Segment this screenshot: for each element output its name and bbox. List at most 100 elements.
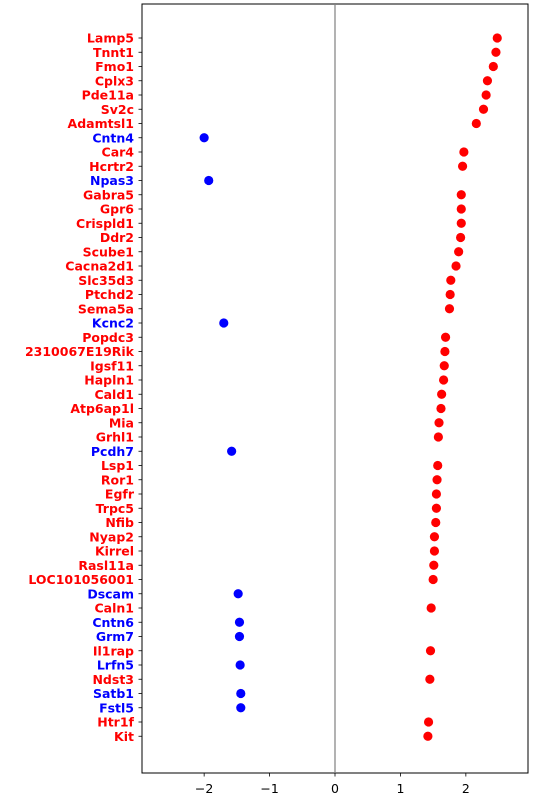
category-label-trpc5: Trpc5 xyxy=(96,501,134,516)
data-point-pcdh7 xyxy=(227,446,237,456)
data-point-crispld1 xyxy=(456,218,466,228)
data-point-car4 xyxy=(459,147,469,157)
category-label-gabra5: Gabra5 xyxy=(83,187,134,202)
data-point-hcrtr2 xyxy=(457,161,468,171)
category-label-cacna2d1: Cacna2d1 xyxy=(65,259,134,274)
category-labels: Lamp5Tnnt1Fmo1Cplx3Pde11aSv2cAdamtsl1Cnt… xyxy=(25,31,142,744)
category-label-htr1f: Htr1f xyxy=(97,715,134,730)
category-label-caln1: Caln1 xyxy=(95,601,135,616)
category-label-kit: Kit xyxy=(114,729,134,744)
data-point-nfib xyxy=(431,517,441,528)
data-point-npas3 xyxy=(204,175,214,186)
category-label-loc101056001: LOC101056001 xyxy=(28,572,134,587)
x-tick-label: −1 xyxy=(260,781,278,796)
category-label-fmo1: Fmo1 xyxy=(95,59,134,74)
data-point-htr1f xyxy=(423,717,434,727)
data-point-sema5a xyxy=(444,304,455,314)
data-point-cacna2d1 xyxy=(451,261,461,271)
category-label-nfib: Nfib xyxy=(105,515,134,530)
data-point-popdc3 xyxy=(440,332,451,342)
data-point-grm7 xyxy=(234,631,245,642)
category-label-kirrel: Kirrel xyxy=(95,544,134,559)
category-label-ror1: Ror1 xyxy=(101,472,134,487)
category-label-hapln1: Hapln1 xyxy=(84,373,134,388)
x-tick-label: 1 xyxy=(396,781,404,796)
data-point-sv2c xyxy=(478,104,489,114)
data-point-ndst3 xyxy=(425,674,435,684)
category-label-il1rap: Il1rap xyxy=(93,643,134,658)
data-point-kit xyxy=(423,731,433,741)
data-point-rasl11a xyxy=(429,560,439,570)
data-point-2310067e19rik xyxy=(440,346,450,357)
data-point-adamtsl1 xyxy=(471,118,481,129)
category-label-pde11a: Pde11a xyxy=(82,88,134,103)
category-label-gpr6: Gpr6 xyxy=(100,202,134,217)
data-point-tnnt1 xyxy=(491,47,501,57)
data-point-cplx3 xyxy=(482,76,493,86)
data-point-cntn6 xyxy=(234,617,245,627)
category-label-hcrtr2: Hcrtr2 xyxy=(89,159,134,174)
data-point-gpr6 xyxy=(456,204,466,214)
category-label-cplx3: Cplx3 xyxy=(95,73,134,88)
category-label-nyap2: Nyap2 xyxy=(89,529,134,544)
data-point-grhl1 xyxy=(433,432,443,442)
data-point-trpc5 xyxy=(431,503,442,513)
category-label-lsp1: Lsp1 xyxy=(101,458,134,473)
category-label-egfr: Egfr xyxy=(105,487,135,502)
category-label-ndst3: Ndst3 xyxy=(92,672,134,687)
x-tick-label: 2 xyxy=(462,781,470,796)
data-point-slc35d3 xyxy=(446,275,456,285)
category-label-cald1: Cald1 xyxy=(94,387,134,402)
data-point-il1rap xyxy=(425,646,436,656)
data-point-cald1 xyxy=(437,389,447,399)
category-label-sema5a: Sema5a xyxy=(78,301,134,316)
x-tick-label: 0 xyxy=(331,781,339,796)
data-point-pde11a xyxy=(481,90,491,100)
category-label-rasl11a: Rasl11a xyxy=(78,558,134,573)
data-point-lsp1 xyxy=(433,460,443,471)
data-point-loc101056001 xyxy=(428,574,438,585)
category-label-satb1: Satb1 xyxy=(93,686,134,701)
category-label-cntn4: Cntn4 xyxy=(92,130,134,145)
data-point-lrfn5 xyxy=(235,660,245,670)
data-point-atp6ap1l xyxy=(436,403,446,414)
category-label-grhl1: Grhl1 xyxy=(96,430,134,445)
category-label-atp6ap1l: Atp6ap1l xyxy=(70,401,134,416)
data-point-kirrel xyxy=(429,546,440,556)
data-point-mia xyxy=(434,418,444,428)
data-point-fmo1 xyxy=(488,61,498,72)
data-point-hapln1 xyxy=(439,375,449,385)
category-label-sv2c: Sv2c xyxy=(101,102,134,117)
data-point-dscam xyxy=(233,589,243,599)
category-label-pcdh7: Pcdh7 xyxy=(91,444,134,459)
category-label-cntn6: Cntn6 xyxy=(92,615,134,630)
data-point-scube1 xyxy=(454,247,464,257)
category-label-ddr2: Ddr2 xyxy=(100,230,134,245)
category-label-lrfn5: Lrfn5 xyxy=(97,658,134,673)
category-label-grm7: Grm7 xyxy=(96,629,134,644)
data-point-kcnc2 xyxy=(219,318,229,328)
data-point-cntn4 xyxy=(199,133,209,143)
category-label-lamp5: Lamp5 xyxy=(87,31,134,46)
data-point-ptchd2 xyxy=(445,289,455,300)
x-axis-ticks: −2 −1 0 1 2 xyxy=(195,773,470,796)
data-point-gabra5 xyxy=(456,190,466,200)
category-label-dscam: Dscam xyxy=(87,586,134,601)
category-label-ptchd2: Ptchd2 xyxy=(85,287,134,302)
category-label-igsf11: Igsf11 xyxy=(90,358,134,373)
category-label-scube1: Scube1 xyxy=(83,244,134,259)
x-tick-label: −2 xyxy=(195,781,213,796)
category-label-popdc3: Popdc3 xyxy=(82,330,134,345)
data-point-egfr xyxy=(431,489,442,499)
category-label-fstl5: Fstl5 xyxy=(99,700,134,715)
category-label-2310067e19rik: 2310067E19Rik xyxy=(25,344,135,359)
category-label-mia: Mia xyxy=(109,415,134,430)
data-point-caln1 xyxy=(426,603,436,613)
data-point-satb1 xyxy=(236,688,246,699)
category-label-adamtsl1: Adamtsl1 xyxy=(68,116,134,131)
data-point-fstl5 xyxy=(236,703,246,713)
category-label-kcnc2: Kcnc2 xyxy=(92,316,134,331)
data-point-lamp5 xyxy=(492,33,502,43)
